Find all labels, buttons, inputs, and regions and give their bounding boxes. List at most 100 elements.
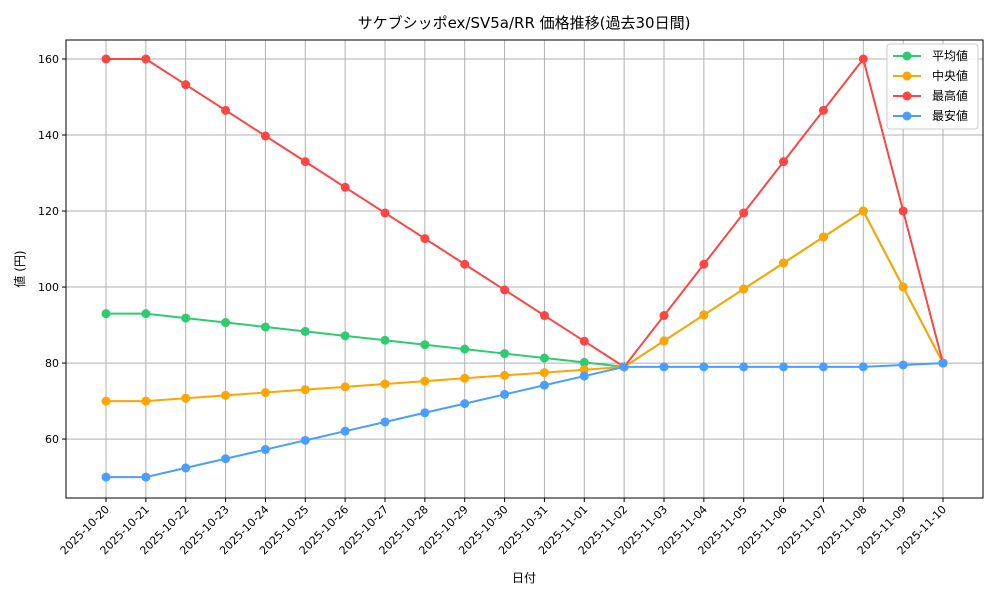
data-point [300, 385, 310, 395]
data-point [500, 285, 510, 295]
data-point [898, 206, 908, 216]
data-point [101, 396, 111, 406]
y-tick-label: 80 [45, 357, 59, 370]
data-point [579, 365, 589, 375]
data-point [739, 362, 749, 372]
data-point [340, 382, 350, 392]
data-point [659, 336, 669, 346]
data-point [420, 340, 430, 350]
data-point [101, 309, 111, 319]
data-point [260, 445, 270, 455]
data-point [818, 362, 828, 372]
data-point [420, 408, 430, 418]
data-point [539, 311, 549, 321]
data-point [221, 105, 231, 115]
data-point [659, 362, 669, 372]
data-point [460, 399, 470, 409]
data-point [818, 232, 828, 242]
data-point [579, 357, 589, 367]
data-point [779, 157, 789, 167]
x-ticks: 2025-10-202025-10-212025-10-222025-10-23… [58, 498, 949, 557]
legend-label: 最安値 [932, 108, 968, 123]
data-point [739, 284, 749, 294]
data-point [460, 259, 470, 269]
data-point [500, 389, 510, 399]
legend-label: 平均値 [932, 48, 968, 63]
data-point [619, 362, 629, 372]
data-point [260, 131, 270, 141]
x-axis-label: 日付 [512, 571, 536, 585]
grid [66, 40, 983, 498]
data-point [579, 371, 589, 381]
data-point [898, 282, 908, 292]
data-point [898, 360, 908, 370]
data-point [141, 309, 151, 319]
data-point [539, 380, 549, 390]
legend-label: 中央値 [932, 68, 968, 83]
legend-marker [902, 51, 912, 61]
series-3 [101, 358, 948, 482]
data-point [380, 379, 390, 389]
legend-box [886, 43, 979, 130]
series-line [106, 209, 944, 368]
data-point [858, 54, 868, 64]
plot-frame [65, 39, 984, 499]
legend-marker [902, 91, 912, 101]
data-point [539, 368, 549, 378]
data-point [579, 336, 589, 346]
data-point [460, 344, 470, 354]
y-tick-label: 160 [38, 53, 59, 66]
legend-marker [902, 71, 912, 81]
data-point [101, 54, 111, 64]
series-2 [101, 54, 948, 372]
data-point [539, 353, 549, 363]
data-point [380, 417, 390, 427]
y-tick-label: 60 [45, 433, 59, 446]
data-point [221, 454, 231, 464]
data-point [739, 208, 749, 218]
data-point [420, 376, 430, 386]
y-tick-label: 120 [38, 205, 59, 218]
data-point [779, 362, 789, 372]
data-point [141, 472, 151, 482]
data-point [380, 208, 390, 218]
data-point [500, 349, 510, 359]
data-point [818, 105, 828, 115]
data-point [858, 206, 868, 216]
data-point [260, 322, 270, 332]
legend-label: 最高値 [932, 88, 968, 103]
data-point [699, 310, 709, 320]
data-point [340, 331, 350, 341]
data-point [141, 54, 151, 64]
data-point [181, 313, 191, 323]
data-point [659, 311, 669, 321]
data-point [460, 373, 470, 383]
legend-marker [902, 111, 912, 121]
data-point [300, 326, 310, 336]
data-point [938, 358, 948, 368]
data-point [181, 393, 191, 403]
series-line [106, 56, 944, 369]
data-point [500, 370, 510, 380]
data-point [181, 463, 191, 473]
y-axis-label: 値 (円) [12, 250, 27, 287]
data-point [699, 259, 709, 269]
series-line [106, 209, 944, 403]
series-line [106, 362, 944, 479]
data-point [300, 157, 310, 167]
data-point [221, 390, 231, 400]
series-group [101, 54, 948, 482]
data-point [300, 435, 310, 445]
data-point [260, 388, 270, 398]
data-point [141, 396, 151, 406]
data-point [858, 362, 868, 372]
data-point [181, 80, 191, 90]
data-point [699, 362, 709, 372]
y-ticks: 60 80 100 120 140 160 [38, 53, 66, 446]
data-point [340, 182, 350, 192]
data-point [779, 258, 789, 268]
y-tick-label: 140 [38, 129, 59, 142]
series-1 [101, 206, 948, 406]
